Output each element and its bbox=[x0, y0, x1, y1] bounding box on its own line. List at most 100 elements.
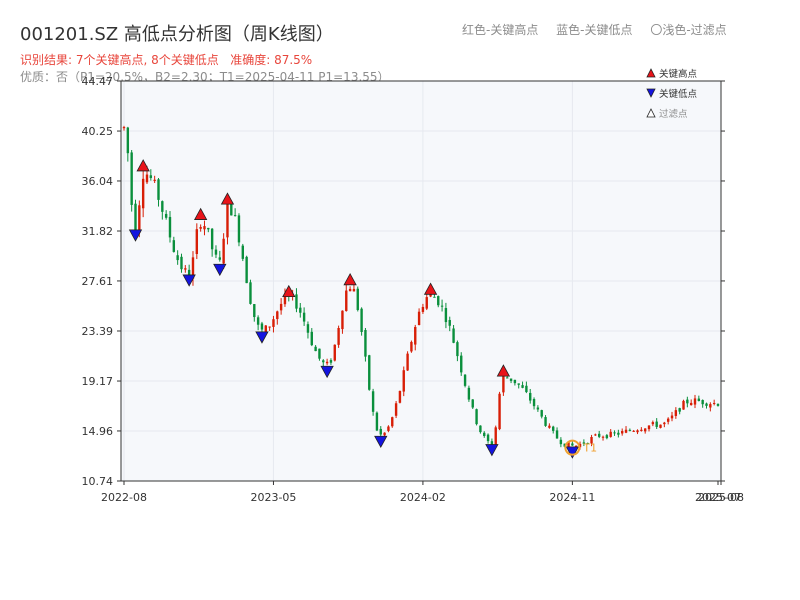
y-tick-label: 36.04 bbox=[82, 175, 114, 188]
candle-body bbox=[586, 443, 589, 445]
candle-body bbox=[122, 127, 126, 129]
candle-body bbox=[709, 404, 712, 408]
y-tick-label: 14.96 bbox=[82, 425, 114, 438]
candle-body bbox=[471, 399, 474, 408]
x-tick-label: 2023-05 bbox=[250, 491, 296, 504]
candle-body bbox=[360, 308, 363, 332]
candle-body bbox=[406, 353, 409, 371]
candle-body bbox=[268, 326, 271, 328]
candle-body bbox=[417, 311, 421, 326]
candle-body bbox=[260, 323, 264, 330]
candle-body bbox=[283, 294, 287, 305]
legend-light-label: 〇浅色-过滤点 bbox=[650, 23, 727, 37]
candle-body bbox=[540, 410, 543, 417]
y-tick-label: 31.82 bbox=[82, 225, 114, 238]
candle-body bbox=[341, 310, 344, 330]
candle-body bbox=[640, 429, 643, 431]
candle-body bbox=[176, 255, 179, 261]
candle-body bbox=[410, 341, 413, 352]
candle-body bbox=[594, 434, 597, 436]
candle-body bbox=[563, 443, 566, 447]
candle-body bbox=[195, 229, 199, 255]
x-tick-label: 2022-08 bbox=[101, 491, 147, 504]
candle-body bbox=[375, 412, 379, 431]
candle-body bbox=[394, 403, 398, 416]
filtered-triangle-icon bbox=[646, 108, 656, 118]
candle-body bbox=[207, 227, 210, 230]
candle-body bbox=[130, 152, 133, 205]
candle-body bbox=[168, 216, 172, 238]
chart-title: 001201.SZ 高低点分析图（周K线图） bbox=[20, 24, 334, 45]
candle-body bbox=[233, 215, 237, 217]
x-tick-label: 2025-08 bbox=[698, 491, 744, 504]
high-triangle-icon bbox=[646, 68, 656, 78]
candle-body bbox=[467, 387, 471, 400]
candle-body bbox=[379, 428, 382, 435]
candle-body bbox=[659, 424, 662, 428]
candle-body bbox=[716, 403, 720, 406]
candle-body bbox=[444, 308, 448, 323]
candle-body bbox=[264, 325, 267, 332]
candle-body bbox=[517, 383, 520, 385]
candle-body bbox=[548, 425, 551, 428]
candle-body bbox=[210, 228, 214, 250]
candle-body bbox=[712, 402, 716, 404]
legend-low: 关键低点 bbox=[646, 86, 697, 100]
candle-body bbox=[701, 400, 704, 405]
high-point-marker bbox=[423, 282, 438, 295]
filtered-point-label: T1 bbox=[582, 442, 597, 455]
candle-body bbox=[276, 311, 279, 320]
candle-body bbox=[141, 178, 145, 209]
candle-body bbox=[153, 179, 156, 181]
candle-body bbox=[191, 257, 195, 279]
candle-body bbox=[414, 326, 417, 345]
candle-body bbox=[187, 269, 191, 278]
legend-red-label: 红色-关键高点 bbox=[462, 23, 539, 37]
candle-body bbox=[663, 422, 666, 425]
candle-body bbox=[368, 355, 371, 390]
legend-high-label: 关键高点 bbox=[659, 69, 698, 80]
candle-body bbox=[605, 435, 609, 439]
candle-body bbox=[490, 441, 494, 445]
candle-body bbox=[678, 408, 681, 412]
legend-filtered: 过滤点 bbox=[646, 106, 688, 120]
candle-body bbox=[521, 385, 524, 388]
high-point-marker bbox=[220, 192, 235, 205]
low-point-marker bbox=[182, 274, 196, 287]
candle-body bbox=[352, 288, 356, 292]
candle-body bbox=[383, 432, 386, 436]
candle-body bbox=[402, 370, 405, 392]
candle-body bbox=[203, 226, 206, 230]
y-tick-label: 10.74 bbox=[82, 475, 114, 488]
candle-body bbox=[617, 432, 620, 435]
candle-body bbox=[643, 428, 647, 432]
candle-body bbox=[571, 443, 574, 446]
candle-body bbox=[310, 331, 313, 346]
candle-body bbox=[689, 402, 693, 406]
candle-body bbox=[452, 328, 455, 343]
candle-body bbox=[138, 205, 141, 234]
candle-body bbox=[613, 432, 616, 434]
low-point-marker bbox=[255, 331, 269, 344]
x-tick-label: 2024-11 bbox=[549, 491, 595, 504]
y-tick-label: 27.61 bbox=[82, 275, 114, 288]
candle-body bbox=[567, 442, 570, 448]
candle-body bbox=[609, 431, 612, 437]
candle-body bbox=[601, 436, 605, 438]
candle-body bbox=[245, 256, 248, 284]
candle-body bbox=[345, 290, 348, 311]
candle-body bbox=[433, 296, 436, 298]
candle-body bbox=[636, 430, 639, 433]
candle-body bbox=[598, 433, 601, 437]
candle-body bbox=[371, 391, 375, 412]
candle-body bbox=[241, 245, 244, 259]
candle-body bbox=[582, 442, 586, 444]
candle-body bbox=[314, 346, 317, 352]
candle-body bbox=[222, 238, 225, 264]
candle-body bbox=[479, 425, 482, 433]
low-point-marker bbox=[320, 365, 334, 379]
candle-body bbox=[387, 426, 390, 431]
result-subtitle: 识别结果: 7个关键高点, 8个关键低点 准确度: 87.5% bbox=[20, 51, 312, 68]
candle-body bbox=[693, 398, 697, 405]
candle-body bbox=[348, 288, 352, 292]
